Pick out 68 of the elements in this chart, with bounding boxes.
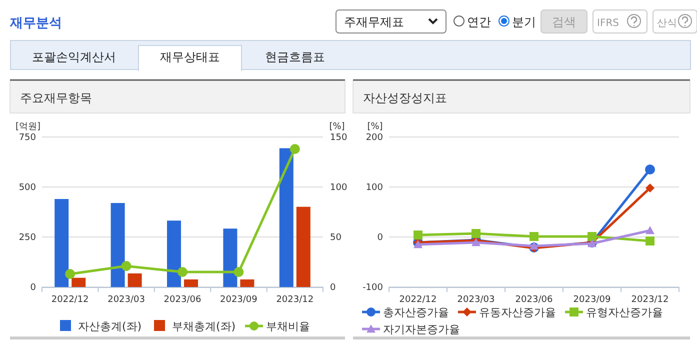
y-tick-label: 200 [366,133,384,143]
point [121,261,132,271]
chart-title: 자산성장성지표 [363,91,447,105]
bar [54,199,69,287]
y-tick-label: -100 [362,283,384,293]
point [65,269,76,279]
bar [167,220,181,287]
text: 재무상태표 [160,50,220,64]
bar [72,278,86,287]
text: 포괄손익계산서 [32,50,116,64]
y-tick-label: 0 [30,283,36,293]
y-tick-label: 250 [18,233,36,243]
y-tick-label: 500 [18,183,36,193]
point [646,236,654,246]
y-tick-label: 750 [18,133,36,143]
bar [223,228,238,287]
point [290,144,300,154]
x-tick-label: 2022/12 [51,295,89,305]
y2-tick-label: 150 [330,133,348,143]
legend-label: 유형자산증가율 [586,306,663,319]
point [645,164,655,174]
point [646,226,654,234]
legend-label: 유동자산증가율 [479,306,556,319]
bar [110,203,125,287]
x-tick-label: 2023/09 [573,295,611,305]
x-tick-label: 2023/09 [220,295,258,305]
x-tick-label: 2023/03 [108,295,145,305]
y-axis-title: [%] [367,122,383,132]
x-tick-label: 2023/12 [276,295,314,305]
legend-label: 자산총계(좌) [78,320,142,333]
point [414,230,422,240]
x-tick-label: 2023/06 [515,295,553,305]
point [588,232,596,241]
point [530,242,538,250]
y2-tick-label: 50 [330,233,342,243]
text: 주재무제표 [344,15,404,29]
point [472,229,480,238]
y-axis-title: [억원] [15,122,41,132]
chart-title: 주요재무항목 [20,91,92,105]
legend-label: 부채비율 [266,320,310,333]
y2-tick-label: 0 [330,283,336,293]
text: IFRS [597,18,619,29]
bar [240,279,254,287]
point [178,267,188,277]
x-tick-label: 2022/12 [399,295,437,305]
legend-label: 총자산증가율 [383,306,449,319]
text: 재무분석 [9,16,62,31]
y-tick-label: 0 [377,233,384,243]
point [646,184,654,192]
text: 연간 [467,15,491,29]
bar [184,279,198,287]
y2-tick-label: 100 [330,183,348,193]
x-tick-label: 2023/06 [164,295,202,305]
legend-label: 부채총계(좌) [172,320,236,333]
point [530,232,538,241]
text: 현금흐름표 [265,50,325,64]
bar [128,273,142,287]
bar [279,148,294,287]
y-tick-label: 100 [366,183,384,193]
y2-axis-title: [%] [329,122,345,132]
legend-label: 자기자본증가율 [383,323,460,336]
bar [296,206,310,287]
text: 분기 [512,15,536,29]
x-tick-label: 2023/03 [457,295,495,305]
text: 검색 [552,15,576,29]
x-tick-label: 2023/12 [631,295,669,305]
point [234,267,244,277]
text: 산식 [657,18,677,29]
